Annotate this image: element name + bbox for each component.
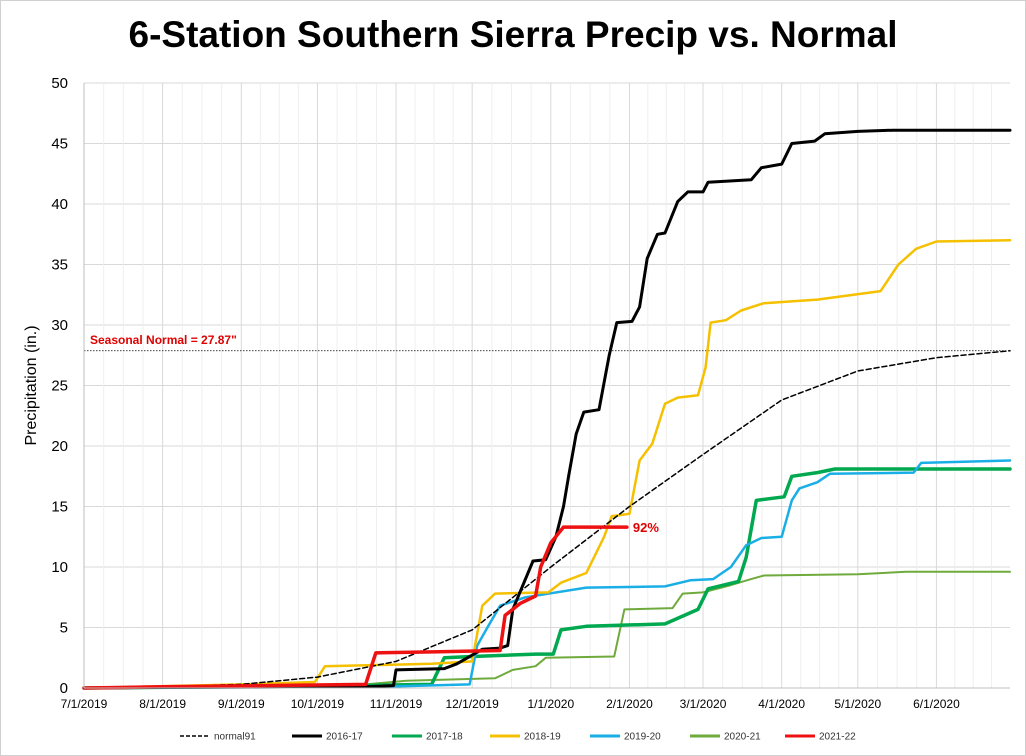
- y-tick-label: 30: [51, 317, 68, 334]
- y-tick-label: 5: [60, 620, 68, 637]
- legend: normal91 2016-17 2017-18 2018-19 2019-20 2020…: [180, 732, 856, 743]
- y-tick-label: 10: [51, 559, 68, 576]
- legend-label-2019-20: 2019-20: [624, 732, 661, 743]
- legend-label-2016-17: 2016-17: [326, 732, 363, 743]
- x-tick-label: 11/1/2019: [370, 697, 423, 711]
- y-tick-label: 20: [51, 438, 68, 455]
- y-tick-label: 50: [51, 75, 68, 92]
- y-axis-label: Precipitation (in.): [23, 325, 40, 445]
- reference-line-group: Seasonal Normal = 27.87": [84, 333, 1010, 352]
- seasonal-normal-label: Seasonal Normal = 27.87": [90, 333, 237, 347]
- y-tick-label: 25: [51, 378, 68, 395]
- annotations: 92%: [633, 520, 659, 535]
- y-tick-label: 0: [60, 680, 68, 697]
- series-line-2016-17: [82, 128, 1012, 690]
- axes: 0 5 10 15 20 25 30 35 40 45 50 7/1/2019 8/1/2019 9/1/…: [51, 75, 1010, 711]
- legend-label-normal91: normal91: [214, 732, 256, 743]
- x-tick-label: 8/1/2019: [139, 697, 186, 711]
- x-tick-label: 9/1/2019: [218, 697, 265, 711]
- x-tick-label: 4/1/2020: [758, 697, 805, 711]
- series-group: [82, 128, 1012, 690]
- legend-label-2018-19: 2018-19: [524, 732, 561, 743]
- y-tick-label: 40: [51, 196, 68, 213]
- y-tick-label: 35: [51, 257, 68, 274]
- series-line-2021-22: [82, 525, 629, 690]
- legend-label-2020-21: 2020-21: [724, 732, 761, 743]
- percent-annotation: 92%: [633, 520, 659, 535]
- x-tick-label: 7/1/2019: [61, 697, 108, 711]
- series-line-2018-19: [82, 239, 1012, 690]
- chart-title: 6-Station Southern Sierra Precip vs. Nor…: [128, 14, 898, 55]
- legend-label-2017-18: 2017-18: [426, 732, 463, 743]
- series-line-2019-20: [82, 459, 1012, 690]
- y-tick-label: 45: [51, 136, 68, 153]
- x-tick-label: 10/1/2019: [291, 697, 345, 711]
- x-tick-label: 5/1/2020: [834, 697, 881, 711]
- x-tick-label: 2/1/2020: [606, 697, 653, 711]
- x-tick-label: 1/1/2020: [527, 697, 574, 711]
- series-line-2020-21: [83, 570, 1011, 689]
- series-line-normal91: [83, 350, 1011, 689]
- y-tick-label: 15: [51, 499, 68, 516]
- series-line-2017-18: [82, 467, 1012, 690]
- legend-label-2021-22: 2021-22: [819, 732, 856, 743]
- x-tick-label: 12/1/2019: [445, 697, 499, 711]
- grid: [83, 82, 1010, 688]
- x-tick-label: 3/1/2020: [680, 697, 727, 711]
- x-tick-label: 6/1/2020: [913, 697, 960, 711]
